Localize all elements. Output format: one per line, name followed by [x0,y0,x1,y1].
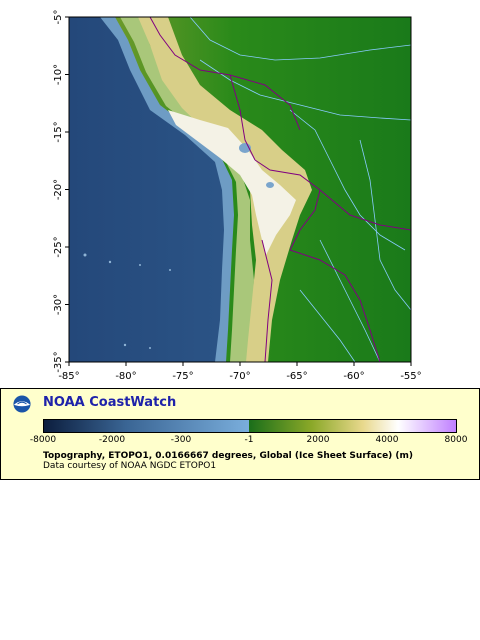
colorbar [43,419,457,433]
colorbar-label: -1 [244,435,254,445]
colorbar-label: 8000 [444,435,468,445]
y-tick-label: -20° [53,179,64,200]
colorbar-land-segment [249,420,456,432]
legend-title: NOAA CoastWatch [43,395,177,410]
country-borders [149,17,411,362]
y-tick-label: -10° [53,64,64,85]
x-axis-ticks [68,362,412,366]
x-tick-labels: -85° -80° -75° -70° -65° -60° -55° [58,371,421,382]
colorbar-labels: -8000 -2000 -300 -1 2000 4000 8000 [1,435,479,449]
colorbar-label: 2000 [306,435,330,445]
seamounts [83,253,171,349]
x-tick-label: -60° [343,371,364,382]
continental-shelf [100,17,236,362]
lake-poopo [266,182,274,188]
caption-sub: Data courtesy of NOAA NGDC ETOPO1 [43,461,217,471]
rivers [189,17,411,362]
x-tick-label: -70° [229,371,250,382]
y-axis-ticks [65,16,69,363]
y-tick-label: -30° [53,294,64,315]
colorbar-ocean-segment [44,420,250,432]
coastal-desert [120,17,254,362]
colorbar-label: 4000 [375,435,399,445]
y-tick-label: -35° [53,351,64,372]
y-tick-labels: -5° -10° -15° -20° -25° -30° -35° [53,10,64,373]
noaa-logo-icon [13,395,31,413]
x-tick-label: -55° [400,371,421,382]
andes-peaks [168,110,296,255]
y-tick-label: -25° [53,236,64,257]
x-tick-label: -80° [115,371,136,382]
x-tick-label: -85° [58,371,79,382]
colorbar-label: -300 [170,435,192,445]
andes-highlands [138,17,312,362]
caption-main: Topography, ETOPO1, 0.0166667 degrees, G… [43,451,414,461]
y-tick-label: -15° [53,121,64,142]
colorbar-label: -2000 [98,435,126,445]
y-tick-label: -5° [53,10,64,25]
x-tick-label: -65° [286,371,307,382]
map-figure: -85° -80° -75° -70° -65° -60° -55° -5° -… [53,10,422,382]
legend-panel: NOAA CoastWatch -8000 -2000 -300 -1 2000… [0,388,480,480]
x-tick-label: -75° [172,371,193,382]
colorbar-label: -8000 [29,435,57,445]
